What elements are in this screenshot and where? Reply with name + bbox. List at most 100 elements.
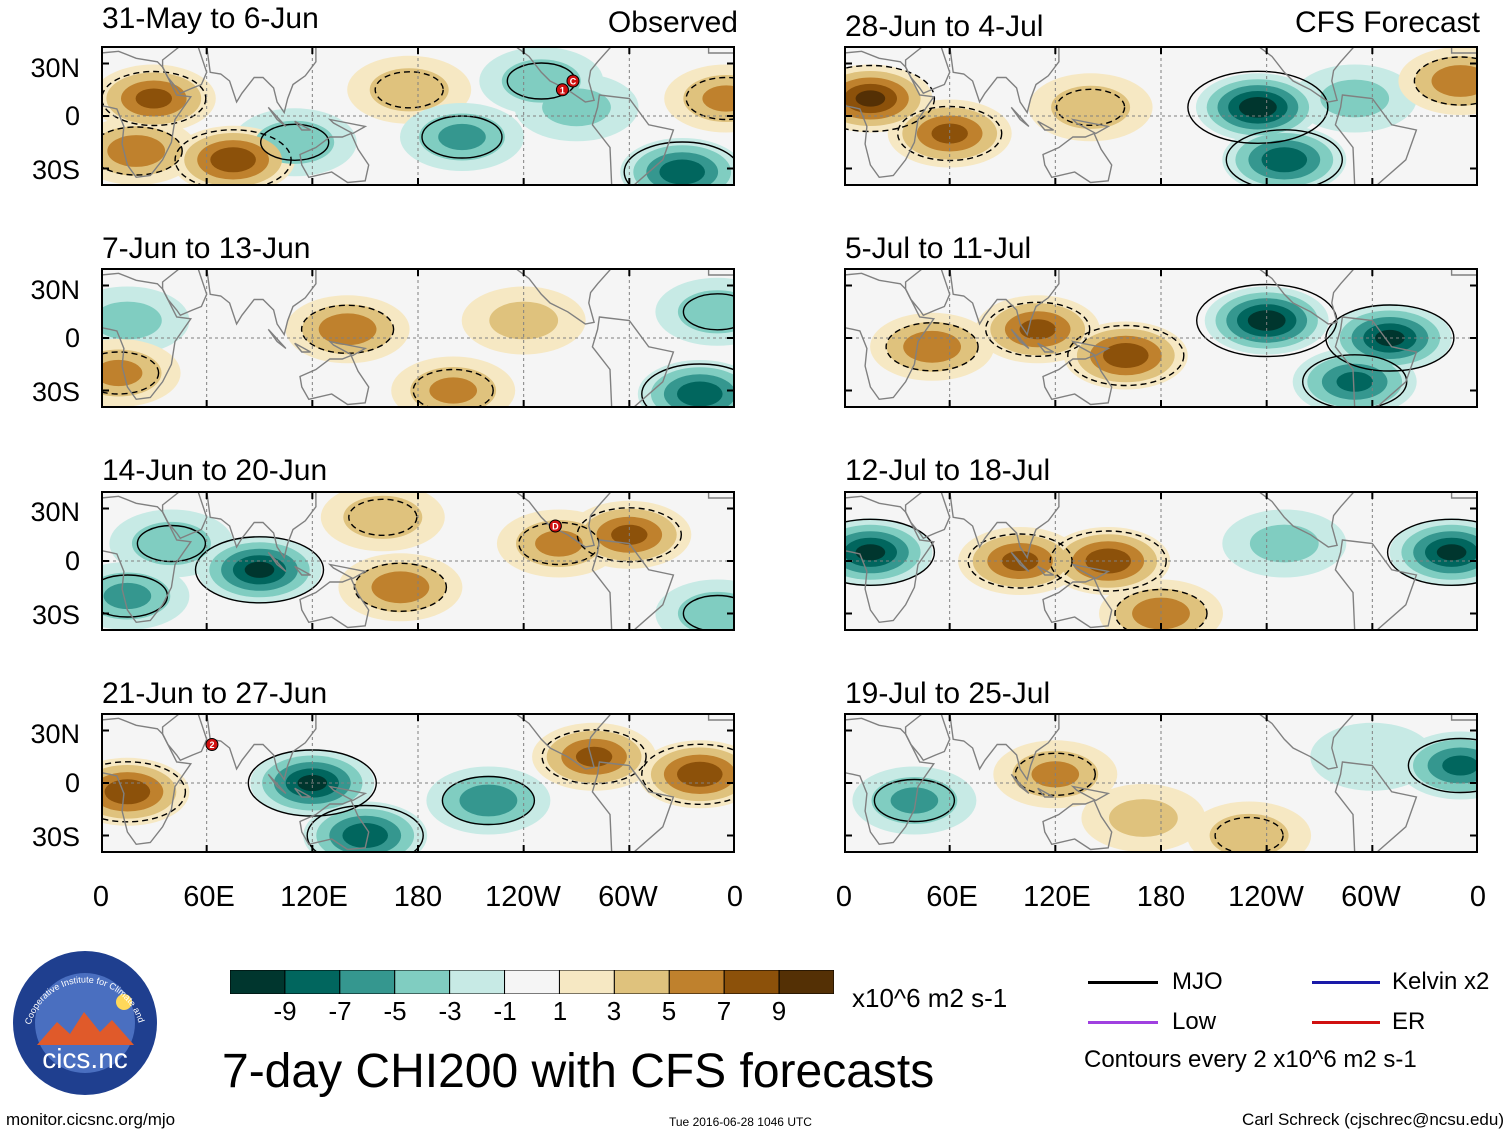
coastline: [948, 491, 1060, 560]
coastline: [205, 268, 317, 337]
ytick-30n-row-4: 30N: [30, 719, 80, 749]
anomaly-blob: [104, 779, 151, 805]
panel-fcst-2: [844, 268, 1478, 408]
coastline: [101, 272, 193, 401]
coastline: [1070, 563, 1111, 580]
coastline: [904, 713, 951, 762]
coastline: [1042, 132, 1113, 184]
anomaly-blob: [535, 530, 583, 557]
anomaly-blob: [1019, 319, 1056, 340]
mjo-contour: [641, 363, 735, 408]
mjo-contour: [1302, 354, 1408, 408]
cics-logo: Cooperative Institute for Climate and Sa…: [9, 942, 158, 1096]
colorbar-box: [339, 969, 396, 995]
mjo-contour: [374, 71, 444, 109]
mjo-contour: [1187, 70, 1329, 144]
coastline: [1037, 120, 1054, 131]
ytick-30n-row-1: 30N: [30, 53, 80, 83]
anomaly-blob: [575, 746, 613, 767]
xtick-obs-120w: 120W: [485, 881, 561, 913]
anomaly-blob: [459, 784, 518, 817]
storm-marker-label: 2: [209, 740, 214, 750]
anomaly-blob: [1249, 524, 1319, 563]
coastline: [161, 491, 208, 540]
anomaly-blob: [1261, 147, 1308, 173]
coastline: [1037, 565, 1054, 576]
ytick-0-row-4: 0: [64, 768, 80, 798]
anomaly-blob: [1442, 755, 1478, 776]
coastline: [267, 106, 287, 128]
colorbar: [229, 969, 835, 995]
mjo-contour: [984, 301, 1091, 357]
coastline: [267, 328, 287, 350]
anomaly-blob: [489, 301, 559, 340]
xtick-fcst-120w: 120W: [1228, 881, 1304, 913]
coastline: [1256, 46, 1356, 103]
ytick-30s-row-4: 30S: [31, 822, 80, 852]
coastline: [161, 713, 208, 762]
coastline: [205, 491, 317, 560]
xtick-obs-60w: 60W: [598, 881, 658, 913]
coastline: [1037, 787, 1054, 798]
anomaly-blob: [1336, 371, 1373, 392]
mjo-contour: [194, 536, 325, 604]
coastline: [267, 551, 287, 573]
legend-line-mjo: [1088, 981, 1158, 984]
mjo-contour: [844, 518, 936, 586]
anomaly-blob: [1051, 85, 1131, 129]
anomaly-blob: [244, 561, 275, 578]
anomaly-blob: [903, 330, 961, 363]
mjo-contour: [1214, 816, 1284, 853]
mjo-contour: [1386, 518, 1478, 586]
cbar-label-2: -5: [383, 996, 407, 1026]
coastline: [513, 491, 613, 548]
colorbar-box: [229, 969, 286, 995]
anomaly-blob: [677, 290, 735, 334]
anomaly-blob: [135, 88, 172, 109]
anomaly-blob: [855, 544, 886, 561]
panel-fcst-1: [844, 46, 1478, 186]
mjo-contour: [1114, 588, 1208, 631]
coastline: [948, 268, 1060, 337]
colorbar-box: [558, 969, 615, 995]
anomaly-blob: [1436, 544, 1467, 561]
xtick-obs-120e: 120E: [280, 881, 348, 913]
mjo-contour: [101, 351, 160, 395]
panel-title-obs-4: 21-Jun to 27-Jun: [102, 677, 328, 710]
anomaly-blob: [101, 359, 143, 387]
ytick-0-row-1: 0: [64, 101, 80, 131]
storm-marker-label: C: [570, 77, 577, 87]
coastline: [101, 495, 193, 624]
anomaly-blob: [677, 381, 723, 407]
forecast-label: CFS Forecast: [1294, 6, 1480, 39]
mjo-contour: [1055, 88, 1126, 126]
coastline: [1010, 106, 1030, 128]
mjo-contour: [412, 368, 494, 408]
mjo-contour: [259, 123, 330, 162]
mjo-contour: [682, 594, 735, 631]
colorbar-box: [778, 969, 835, 995]
cbar-label-9: 9: [771, 996, 787, 1026]
coastline: [101, 717, 193, 846]
footer-url[interactable]: monitor.cicsnc.org/mjo: [6, 1110, 176, 1129]
panel-fcst-3: [844, 491, 1478, 631]
coastline: [1070, 785, 1111, 802]
mjo-contour: [682, 293, 735, 331]
anomaly-blob: [318, 313, 377, 346]
coastline: [1256, 491, 1356, 548]
mjo-contour: [306, 804, 424, 853]
anomaly-blob: [103, 582, 152, 610]
colorbar-box: [394, 969, 451, 995]
panel-title-obs-2: 7-Jun to 13-Jun: [102, 232, 311, 265]
ytick-30s-row-3: 30S: [31, 600, 80, 630]
coastline: [299, 132, 370, 184]
anomaly-blob: [1209, 813, 1289, 853]
coastline: [904, 491, 951, 540]
coastline: [844, 50, 936, 179]
colorbar-box: [613, 969, 670, 995]
coastline: [513, 46, 613, 103]
coastline: [844, 717, 936, 846]
colorbar-units: x10^6 m2 s-1: [852, 983, 1008, 1013]
anomaly-blob: [210, 147, 256, 173]
storm-marker-dot: [566, 74, 580, 88]
